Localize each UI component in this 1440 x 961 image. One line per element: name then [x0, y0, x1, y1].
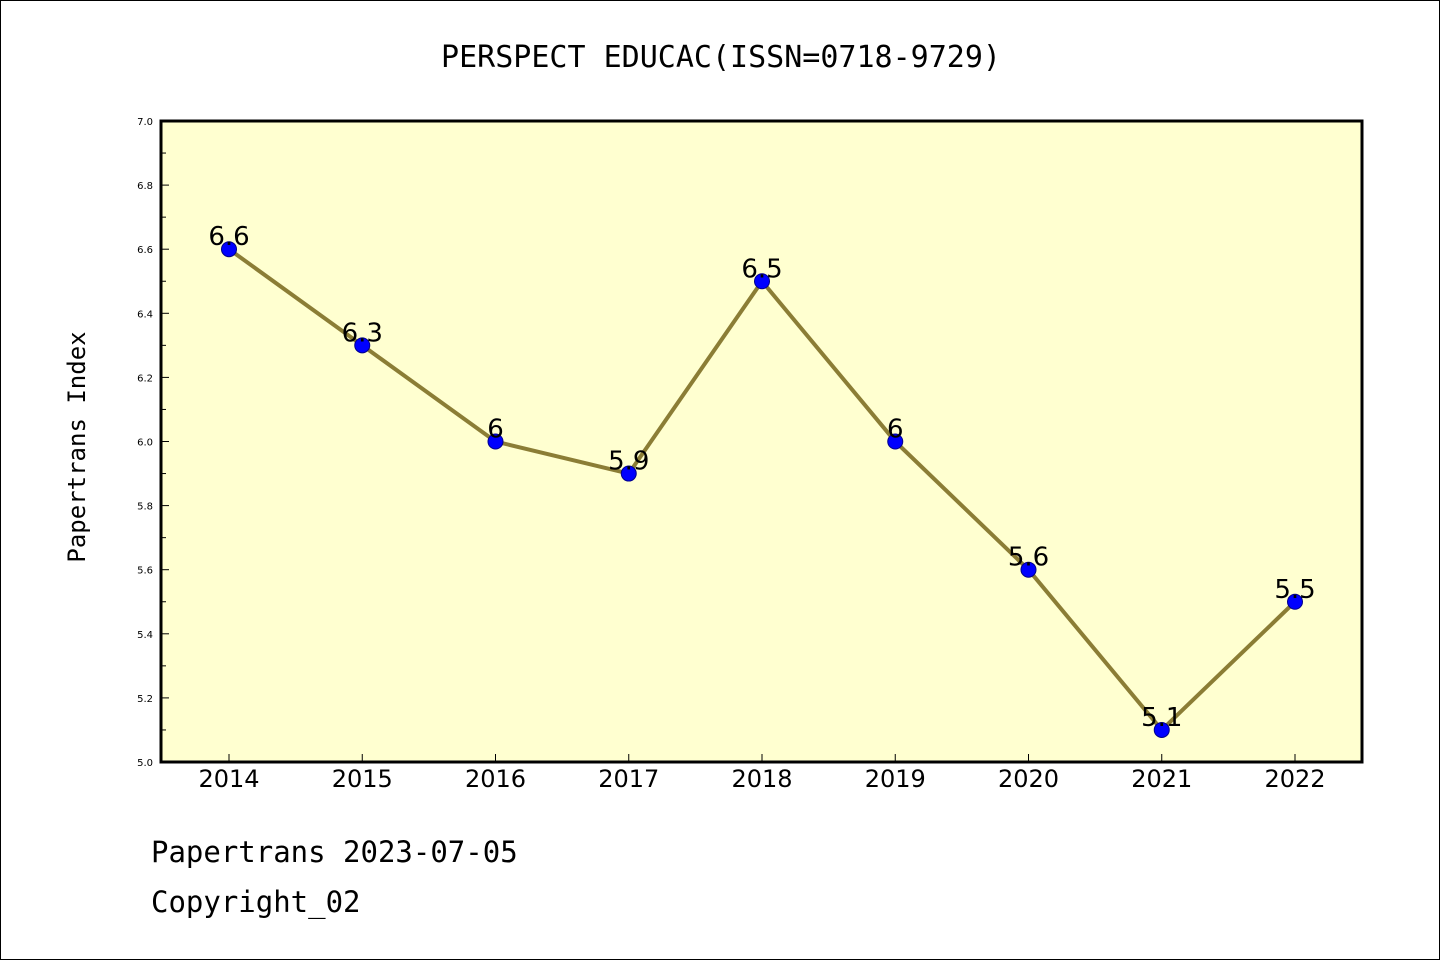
y-axis-label: Papertrans Index	[63, 331, 91, 562]
y-tick-label: 5.8	[137, 502, 153, 513]
chart-title: PERSPECT EDUCAC(ISSN=0718-9729)	[441, 40, 1001, 75]
data-label: 6.5	[741, 254, 782, 284]
x-tick-label: 2016	[465, 765, 526, 793]
data-point	[221, 241, 237, 258]
y-tick-label: 7.0	[137, 117, 153, 128]
x-tick-label: 2021	[1131, 765, 1192, 793]
data-point	[354, 337, 371, 354]
x-tick-label: 2020	[998, 765, 1059, 793]
data-label: 6.6	[208, 222, 249, 252]
data-label: 5.6	[1008, 543, 1049, 573]
x-tick-label: 2015	[332, 765, 393, 793]
data-point	[1153, 721, 1170, 738]
data-point	[487, 433, 504, 450]
footer-date-line: Papertrans 2023-07-05	[151, 835, 518, 869]
x-tick-label: 2017	[598, 765, 659, 793]
y-tick-label: 6.8	[137, 181, 153, 192]
data-label: 6	[887, 415, 904, 445]
x-tick-label: 2022	[1264, 765, 1325, 793]
y-tick-label: 5.6	[137, 566, 153, 577]
data-point	[1287, 593, 1303, 610]
data-label: 5.5	[1274, 575, 1315, 605]
y-tick-label: 6.2	[137, 373, 153, 384]
x-tick-label: 2014	[198, 765, 259, 793]
y-tick-label: 6.4	[137, 309, 153, 320]
footer-copyright-line: Copyright_02	[151, 885, 361, 919]
plot-area	[159, 119, 1364, 764]
data-point	[887, 433, 904, 450]
data-point	[620, 465, 637, 482]
y-tick-label: 5.0	[137, 758, 153, 769]
data-point	[754, 273, 770, 290]
data-label: 6.3	[342, 318, 383, 348]
data-label: 6	[487, 415, 504, 445]
y-tick-label: 5.2	[137, 694, 153, 705]
data-label: 5.9	[608, 447, 649, 477]
data-label: 5.1	[1141, 703, 1182, 733]
data-point	[1020, 561, 1037, 578]
y-tick-label: 6.0	[137, 438, 153, 449]
y-tick-label: 6.6	[137, 245, 153, 256]
x-tick-label: 2019	[865, 765, 926, 793]
y-tick-label: 5.4	[137, 630, 153, 641]
x-tick-label: 2018	[731, 765, 792, 793]
